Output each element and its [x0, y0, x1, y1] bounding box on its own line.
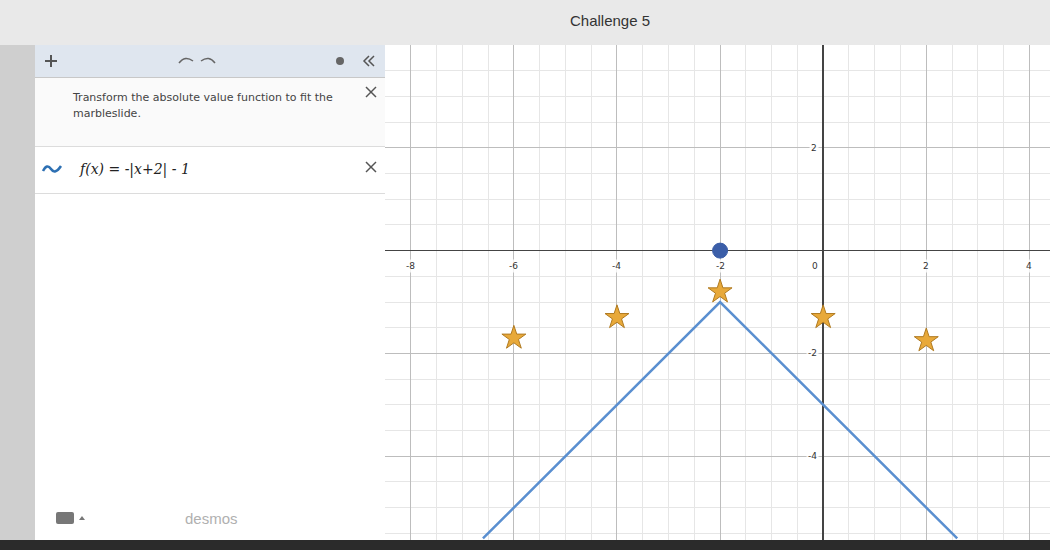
svg-text:-8: -8 — [406, 261, 415, 271]
svg-text:-4: -4 — [612, 261, 621, 271]
svg-text:-4: -4 — [808, 451, 817, 461]
svg-text:2: 2 — [923, 261, 929, 271]
svg-text:2: 2 — [811, 143, 817, 153]
svg-text:-6: -6 — [509, 261, 518, 271]
svg-text:4: 4 — [1026, 261, 1032, 271]
html-text:f(x) = -|x+2| - 1: f(x) = -|x+2| - 1 — [80, 161, 190, 177]
svg-text:0: 0 — [812, 261, 818, 271]
html-text:Transform the absolute value f: Transform the absolute value function to… — [73, 91, 333, 120]
html-text:Challenge 5: Challenge 5 — [570, 12, 650, 29]
html-text:desmos: desmos — [185, 510, 238, 527]
svg-text:-2: -2 — [808, 348, 817, 358]
svg-text:-2: -2 — [716, 261, 725, 271]
